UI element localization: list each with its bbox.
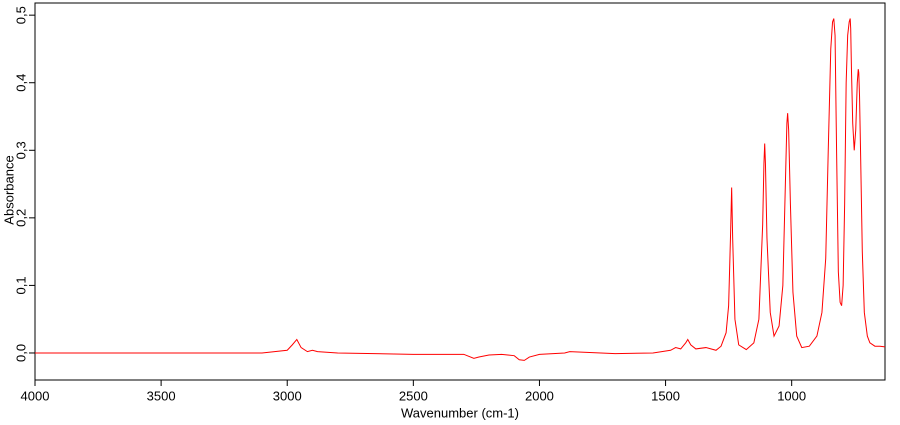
spectrum-line (35, 18, 886, 361)
x-tick-label: 1500 (651, 388, 680, 403)
x-tick-label: 3500 (147, 388, 176, 403)
x-axis-title: Wavenumber (cm-1) (401, 405, 519, 420)
y-tick-label: 0,0 (13, 344, 28, 362)
x-tick-label: 2500 (399, 388, 428, 403)
y-tick-label: 0,4 (13, 74, 28, 92)
y-tick-label: 0,5 (13, 6, 28, 24)
plot-frame (34, 2, 886, 381)
x-tick-label: 4000 (21, 388, 50, 403)
x-tick-label: 3000 (273, 388, 302, 403)
x-tick-label: 1000 (777, 388, 806, 403)
y-tick-label: 0,2 (13, 209, 28, 227)
y-tick-label: 0,3 (13, 141, 28, 159)
x-tick-label: 2000 (525, 388, 554, 403)
y-tick-label: 0,1 (13, 276, 28, 294)
y-axis-title: Absorbance (1, 155, 16, 224)
